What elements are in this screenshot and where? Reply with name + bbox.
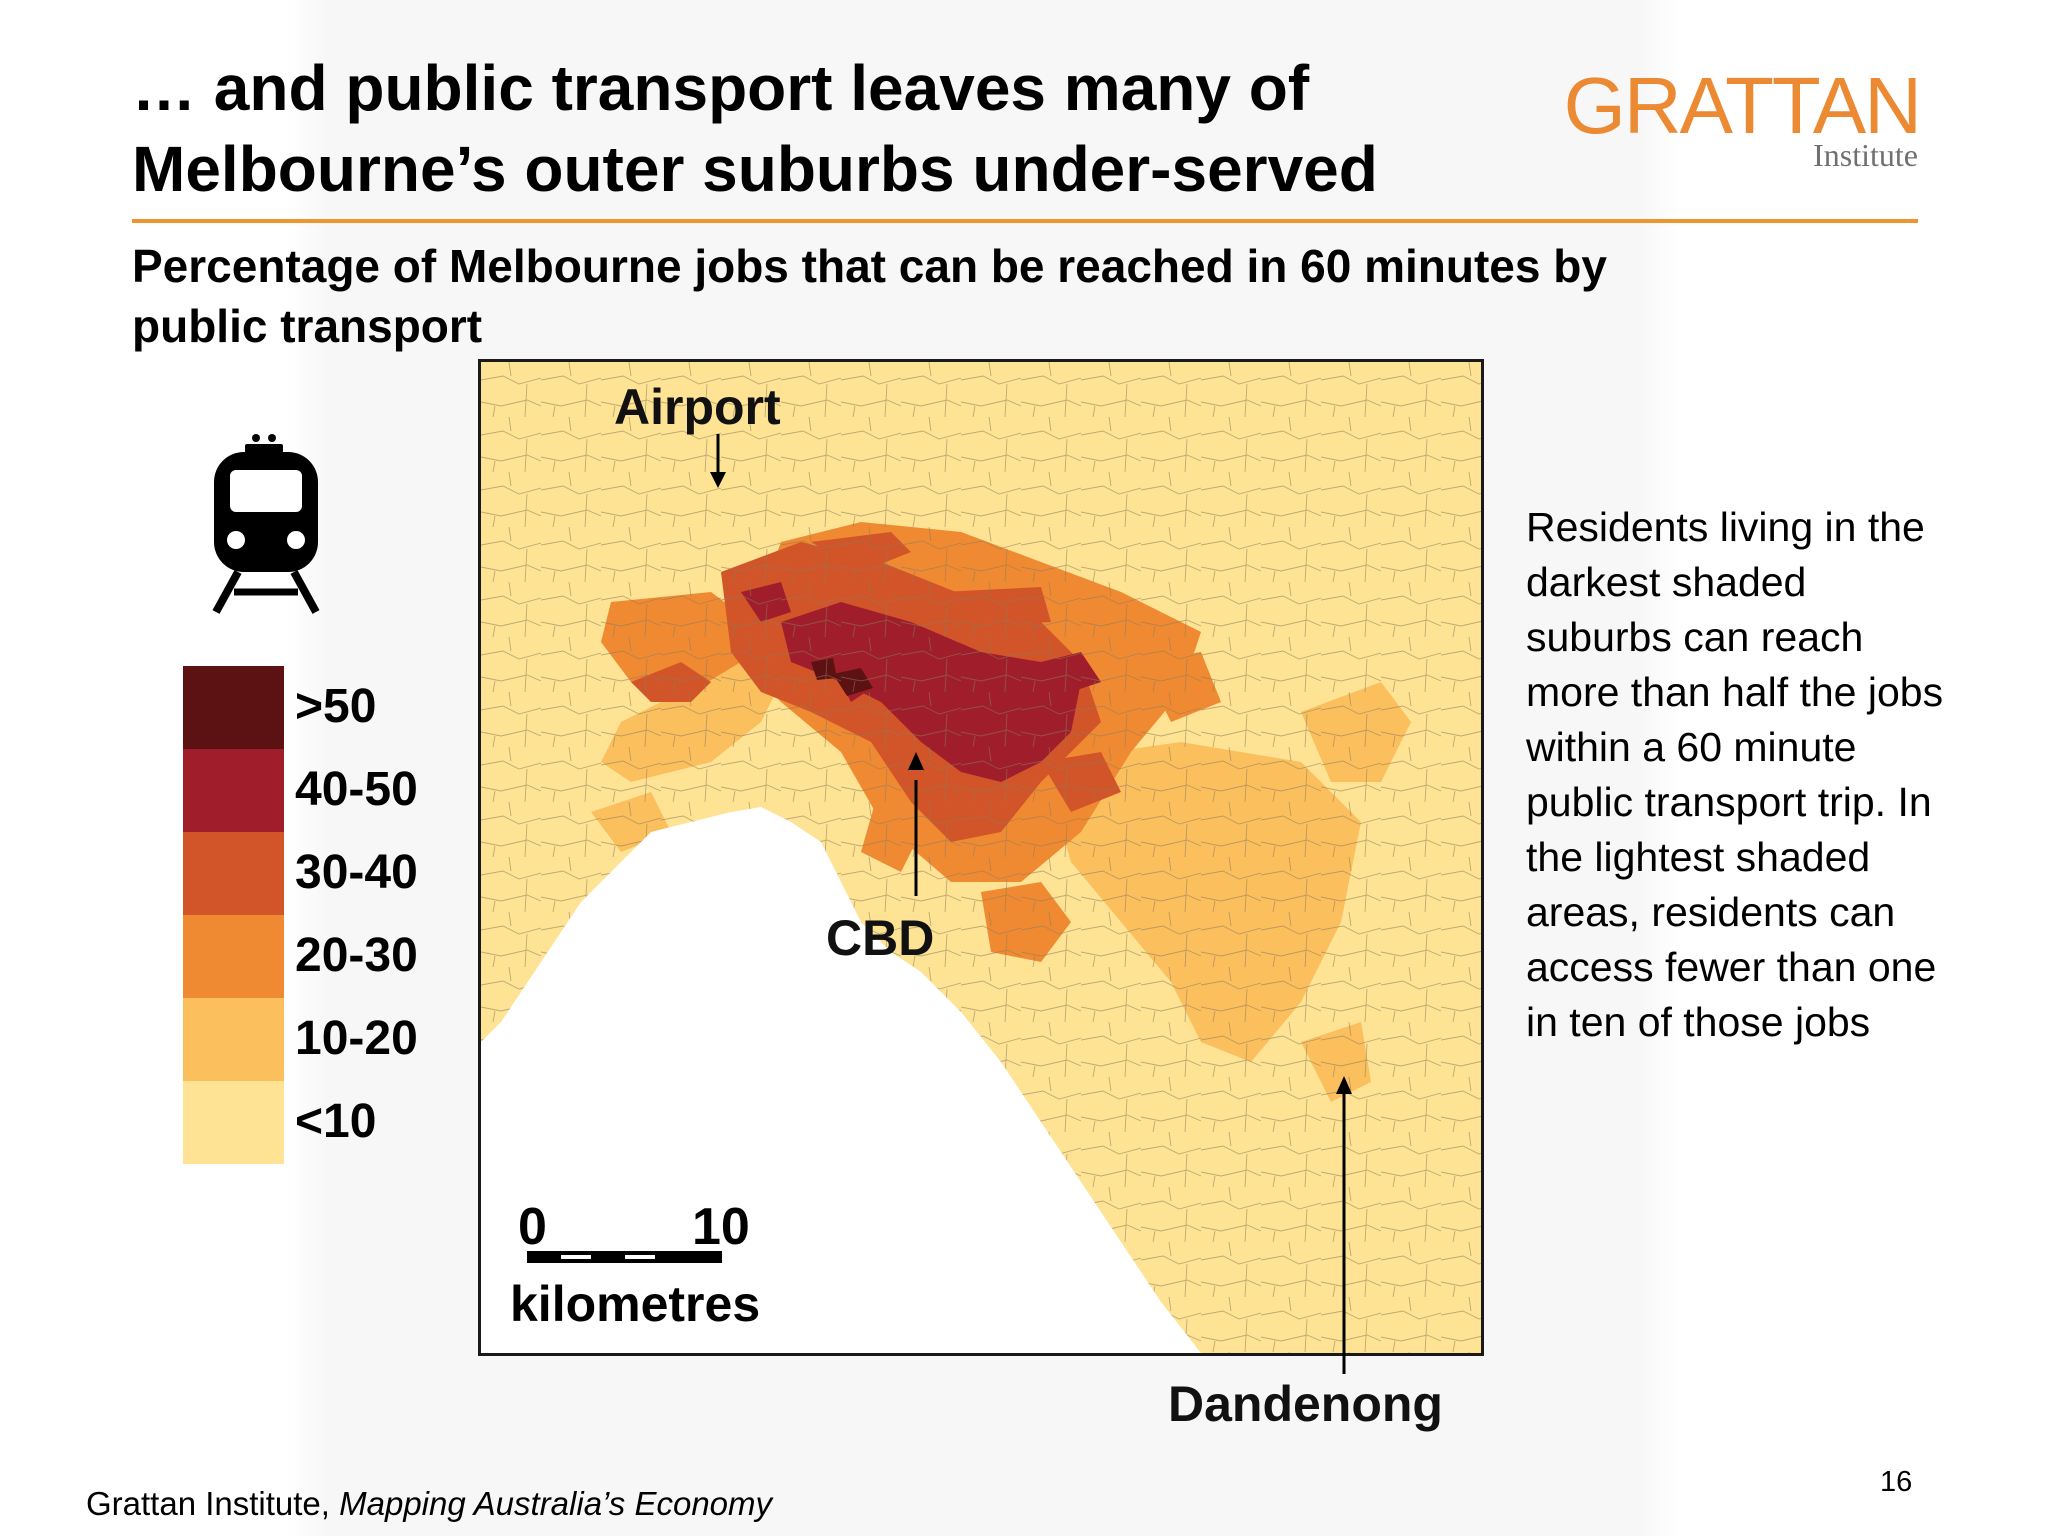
source-citation: Grattan Institute, Mapping Australia’s E… [86,1484,772,1524]
map-legend: >50 40-50 30-40 20-30 10-20 <10 [183,666,443,1168]
legend-label: >50 [295,680,377,733]
annotation-text: Residents living in the darkest shaded s… [1526,504,1944,1045]
melbourne-map [478,359,1484,1356]
page-number: 16 [1880,1466,1913,1498]
legend-label: 10-20 [295,1012,418,1065]
dandenong-label: Dandenong [1168,1376,1443,1432]
legend-swatch [183,1081,284,1164]
legend-item-30-40: 30-40 [183,832,443,915]
scale-start-label: 0 [518,1198,547,1256]
scale-unit-label: kilometres [510,1276,761,1332]
legend-swatch [183,998,284,1081]
legend-label: 40-50 [295,763,418,816]
cbd-label: CBD [826,910,935,966]
title-divider [132,219,1918,223]
title-line-1: … and public transport leaves many of [132,52,1310,124]
subtitle-line-1: Percentage of Melbourne jobs that can be… [132,240,1607,292]
legend-swatch [183,666,284,749]
grattan-logo: GRATTAN Institute [1564,66,1922,176]
legend-label: <10 [295,1095,377,1148]
legend-item-40-50: 40-50 [183,749,443,832]
legend-item-gt50: >50 [183,666,443,749]
subtitle-line-2: public transport [132,300,483,352]
scale-end-label: 10 [692,1198,750,1256]
logo-wordmark: GRATTAN [1563,61,1922,150]
legend-swatch [183,915,284,998]
source-org: Grattan Institute, [86,1485,340,1522]
port-phillip-bay [481,807,1201,1353]
legend-swatch [183,749,284,832]
scale-bar [527,1251,722,1263]
legend-label: 20-30 [295,929,418,982]
source-title: Mapping Australia’s Economy [339,1485,773,1522]
map-subtitle: Percentage of Melbourne jobs that can be… [132,236,1832,356]
airport-label: Airport [614,379,781,435]
choropleth-map [481,362,1481,1353]
legend-item-20-30: 20-30 [183,915,443,998]
title-line-2: Melbourne’s outer suburbs under-served [132,133,1378,205]
legend-item-lt10: <10 [183,1081,443,1164]
logo-subword: Institute [1813,137,1918,173]
legend-item-10-20: 10-20 [183,998,443,1081]
legend-swatch [183,832,284,915]
slide-title: … and public transport leaves many of Me… [132,48,1552,210]
legend-label: 30-40 [295,846,418,899]
train-icon [212,434,320,614]
